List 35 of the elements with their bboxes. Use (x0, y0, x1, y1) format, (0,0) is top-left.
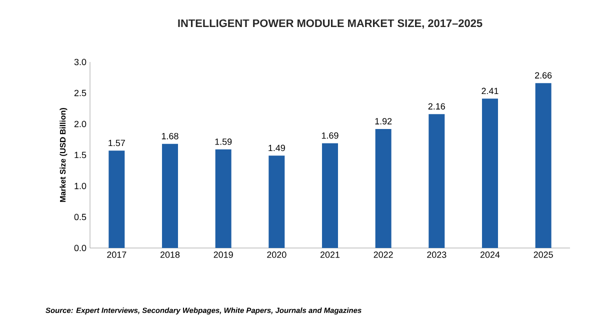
y-tick-label: 1.0 (74, 182, 86, 190)
y-tick-label: 2.5 (74, 90, 86, 96)
data-label: 1.49 (268, 144, 285, 152)
bar (108, 150, 125, 248)
chart-title: INTELLIGENT POWER MODULE MARKET SIZE, 2017–2025 (178, 19, 482, 29)
data-label: 1.69 (322, 132, 338, 139)
data-label: 1.57 (108, 140, 125, 146)
data-label: 2.16 (428, 103, 445, 110)
y-tick-label: 0.0 (74, 244, 86, 252)
y-tick-label: 0.5 (74, 214, 86, 220)
x-tick-label: 2018 (160, 252, 180, 258)
bar (428, 114, 445, 248)
data-label: 2.66 (535, 72, 552, 79)
bar (375, 128, 392, 248)
bar (322, 143, 338, 248)
bar (535, 83, 552, 248)
x-tick-label: 2017 (107, 252, 126, 258)
y-tick-label: 3.0 (74, 58, 86, 66)
y-tick-label: 2.0 (74, 120, 86, 128)
x-tick-label: 2024 (480, 252, 500, 258)
bar (482, 98, 498, 248)
data-label: 2.41 (482, 88, 498, 94)
bar (268, 156, 285, 248)
y-tick-label: 1.5 (74, 152, 86, 158)
x-tick-label: 2020 (267, 252, 286, 258)
x-tick-label: 2021 (320, 252, 340, 258)
data-label: 1.59 (215, 138, 232, 145)
x-tick-label: 2022 (374, 252, 393, 258)
data-label: 1.92 (375, 118, 392, 124)
data-label: 1.68 (162, 132, 178, 140)
bar (215, 149, 232, 248)
x-tick-label: 2023 (427, 252, 446, 258)
x-tick-label: 2019 (214, 252, 233, 258)
bar (162, 144, 178, 248)
x-tick-label: 2025 (534, 252, 553, 258)
